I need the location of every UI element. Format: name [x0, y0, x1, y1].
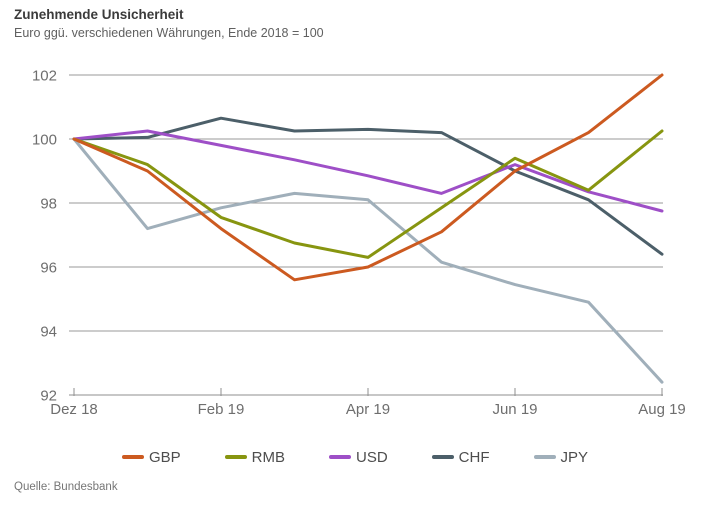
series-line-gbp	[72, 73, 664, 282]
chart-title: Zunehmende Unsicherheit	[14, 7, 184, 22]
legend-swatch-gbp	[121, 455, 144, 459]
series-line-chf	[72, 116, 664, 256]
y-axis-label: 98	[40, 196, 57, 213]
x-axis-label: Jun 19	[492, 401, 537, 418]
legend-item-usd: USD	[329, 449, 388, 466]
legend-item-chf: CHF	[431, 448, 490, 466]
chart-subtitle: Euro ggü. verschiedenen Währungen, Ende …	[14, 26, 324, 40]
y-axis-label: 94	[40, 324, 57, 341]
legend-item-rmb: RMB	[224, 448, 285, 466]
chart-header: Zunehmende Unsicherheit Euro ggü. versch…	[14, 6, 324, 42]
legend-swatch-chf	[431, 455, 454, 459]
series-line-usd	[72, 129, 664, 213]
legend-swatch-usd	[329, 455, 351, 459]
legend-label: GBP	[148, 448, 181, 466]
y-axis-label: 100	[32, 132, 57, 149]
legend-label: CHF	[458, 448, 490, 466]
series-line-jpy	[72, 137, 664, 384]
legend-label: USD	[356, 448, 388, 466]
legend-label: RMB	[251, 448, 285, 466]
legend-item-jpy: JPY	[533, 448, 589, 466]
legend-swatch-jpy	[533, 455, 556, 459]
x-axis-label: Dez 18	[50, 401, 98, 418]
x-axis-label: Aug 19	[638, 401, 686, 418]
x-axis-label: Feb 19	[198, 401, 245, 418]
y-axis-label: 102	[32, 68, 57, 85]
legend-item-gbp: GBP	[121, 448, 181, 466]
source-note: Quelle: Bundesbank	[14, 481, 118, 493]
chart-legend: GBP RMB USD CHF JPY	[0, 444, 710, 470]
x-axis-label: Apr 19	[346, 401, 390, 418]
legend-label: JPY	[560, 448, 589, 466]
series-line-rmb	[72, 129, 664, 259]
y-axis-label: 92	[40, 388, 57, 405]
legend-swatch-rmb	[224, 455, 247, 459]
y-axis-label: 96	[40, 260, 57, 277]
line-chart: 92 94 96 98 100 102 Dez 18 Feb 19 Apr 19 Jun 19 Au…	[32, 68, 686, 419]
